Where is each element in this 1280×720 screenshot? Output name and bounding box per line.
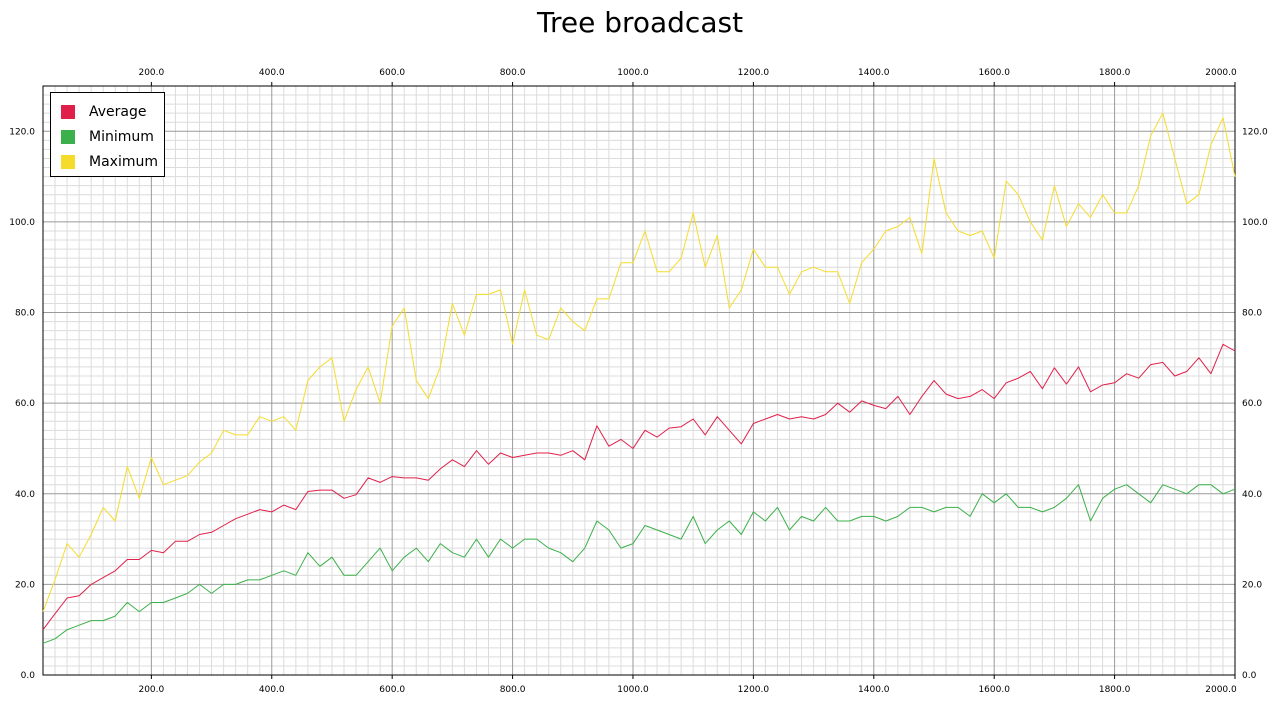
legend-item-average: Average — [61, 99, 164, 124]
x-tick-label-top: 1600.0 — [978, 68, 1010, 78]
axis-ticks: 200.0 200.0 400.0 400.0 600.0 600.0 800.0 800.0… — [9, 68, 1268, 695]
x-tick-label-top: 400.0 — [259, 68, 285, 78]
x-tick-label-top: 600.0 — [379, 68, 405, 78]
y-tick-label-left: 100.0 — [9, 218, 35, 228]
x-tick-label-bottom: 800.0 — [500, 685, 526, 695]
legend-label: Maximum — [89, 153, 158, 170]
x-tick-label-bottom: 400.0 — [259, 685, 285, 695]
y-tick-label-left: 20.0 — [15, 580, 35, 590]
chart-title: Tree broadcast — [536, 6, 744, 39]
x-tick-label-top: 200.0 — [138, 68, 164, 78]
x-tick-label-bottom: 600.0 — [379, 685, 405, 695]
y-tick-label-right: 40.0 — [1242, 490, 1262, 500]
minor-gridlines — [43, 85, 1235, 675]
legend-label: Average — [89, 103, 147, 120]
legend: Average Minimum Maximum — [50, 92, 165, 177]
legend-swatch — [61, 154, 75, 169]
y-tick-label-left: 80.0 — [15, 309, 35, 319]
x-tick-label-top: 1200.0 — [738, 68, 770, 78]
y-tick-label-right: 0.0 — [1242, 671, 1257, 681]
y-tick-label-left: 0.0 — [21, 671, 36, 681]
y-tick-label-left: 40.0 — [15, 490, 35, 500]
series-lines — [42, 112, 1236, 644]
series-line-maximum — [42, 112, 1236, 612]
y-tick-label-right: 100.0 — [1242, 218, 1268, 228]
x-tick-label-bottom: 1400.0 — [858, 685, 890, 695]
x-tick-label-bottom: 2000.0 — [1205, 685, 1237, 695]
x-tick-label-top: 1000.0 — [617, 68, 649, 78]
x-tick-label-bottom: 1000.0 — [617, 685, 649, 695]
y-tick-label-right: 20.0 — [1242, 580, 1262, 590]
series-line-minimum — [42, 484, 1236, 644]
major-gridlines — [43, 86, 1236, 675]
x-tick-label-bottom: 200.0 — [138, 685, 164, 695]
y-tick-label-right: 60.0 — [1242, 399, 1262, 409]
x-tick-label-top: 1800.0 — [1099, 68, 1131, 78]
y-tick-label-left: 120.0 — [9, 127, 35, 137]
legend-swatch — [61, 104, 75, 119]
y-tick-label-right: 80.0 — [1242, 309, 1262, 319]
legend-swatch — [61, 129, 75, 144]
x-tick-label-bottom: 1200.0 — [738, 685, 770, 695]
x-tick-label-top: 2000.0 — [1205, 68, 1237, 78]
x-tick-label-top: 1400.0 — [858, 68, 890, 78]
series-line-average — [42, 343, 1236, 631]
y-tick-label-right: 120.0 — [1242, 127, 1268, 137]
legend-item-maximum: Maximum — [61, 149, 164, 174]
x-tick-label-top: 800.0 — [500, 68, 526, 78]
y-tick-label-left: 60.0 — [15, 399, 35, 409]
x-tick-label-bottom: 1800.0 — [1099, 685, 1131, 695]
legend-item-minimum: Minimum — [61, 124, 164, 149]
legend-label: Minimum — [89, 128, 154, 145]
plot-frame — [42, 85, 1236, 676]
x-tick-label-bottom: 1600.0 — [978, 685, 1010, 695]
